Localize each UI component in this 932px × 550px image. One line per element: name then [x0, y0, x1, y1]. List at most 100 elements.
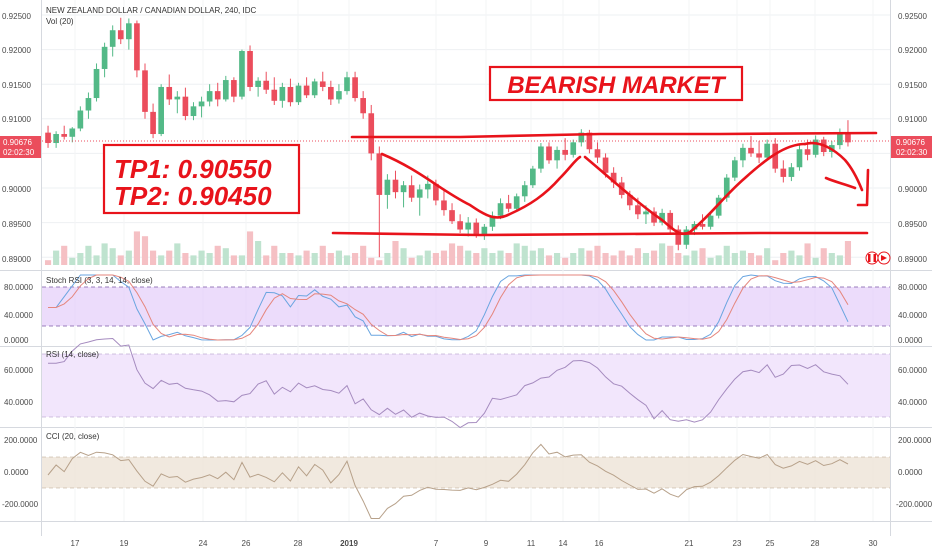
- volume-bar: [844, 241, 852, 265]
- price-axis-right: 0.92500 0.92000 0.91500 0.91000 0.90000 …: [898, 12, 927, 264]
- volume-bar: [295, 255, 302, 265]
- time-tick: 14: [559, 539, 568, 548]
- volume-bar: [707, 257, 714, 265]
- volume-bar: [287, 253, 294, 265]
- last-price-tag-left: 0.90676 02:02:30: [0, 136, 41, 158]
- candle-body: [166, 86, 173, 100]
- tp2-text: TP2: 0.90450: [114, 181, 272, 211]
- candle-body: [271, 89, 278, 101]
- time-tick: 23: [733, 539, 742, 548]
- volume-bar: [53, 250, 60, 265]
- price-tick: 0.89500: [2, 220, 31, 229]
- volume-bar: [715, 255, 722, 265]
- volume-bar: [335, 250, 342, 265]
- scroll-right-icon[interactable]: [877, 251, 891, 265]
- price-tick: 0.92500: [2, 12, 31, 21]
- candle-body: [368, 113, 375, 154]
- stoch-axis: 80.0000 40.0000 0.0000 80.0000 40.0000 0…: [4, 283, 927, 345]
- cci-tick: -200.0000: [896, 500, 932, 509]
- volume-bar: [804, 243, 811, 265]
- symbol-title: NEW ZEALAND DOLLAR / CANADIAN DOLLAR, 24…: [46, 6, 257, 15]
- candle-body: [804, 149, 811, 155]
- candle-body: [53, 134, 59, 144]
- price-tick: 0.89000: [2, 255, 31, 264]
- volume-bar: [255, 241, 262, 265]
- volume-bar: [416, 255, 423, 265]
- volume-bar: [650, 250, 658, 265]
- last-price-tag-right: 0.90676 02:02:30: [891, 136, 932, 158]
- volume-bar: [133, 231, 140, 265]
- candle-body: [311, 81, 318, 96]
- volume-bar: [642, 253, 650, 265]
- volume-bar: [246, 231, 254, 265]
- rsi-tick: 60.0000: [898, 366, 927, 375]
- volume-bar: [376, 260, 383, 265]
- candle-body: [279, 86, 286, 101]
- volume-bar: [788, 250, 795, 265]
- candle-body: [424, 183, 431, 190]
- volume-bar: [836, 255, 843, 265]
- candle-body: [117, 30, 124, 40]
- volume-bar: [465, 250, 472, 265]
- candle-body: [384, 179, 391, 195]
- candle-body: [497, 203, 504, 216]
- rsi-axis: 60.0000 40.0000 60.0000 40.0000: [4, 366, 927, 407]
- volume-bar: [675, 253, 682, 265]
- candle-body: [707, 215, 714, 227]
- price-tick: 0.91000: [2, 115, 31, 124]
- stoch-tick: 0.0000: [4, 336, 29, 345]
- candle-body: [85, 98, 92, 111]
- candle-body: [441, 200, 447, 211]
- volume-bar: [634, 248, 641, 265]
- rsi-tick: 60.0000: [4, 366, 33, 375]
- volume-bar: [271, 245, 278, 265]
- candle-body: [764, 143, 770, 158]
- resistance-line: [350, 131, 878, 139]
- volume-bar: [659, 243, 666, 265]
- volume-bar: [505, 253, 512, 265]
- candle-body: [247, 50, 253, 87]
- candle-body: [376, 153, 383, 195]
- candle-body: [214, 91, 221, 100]
- volume-bar: [691, 250, 698, 265]
- cci-axis: 200.0000 0.0000 -200.0000 200.0000 0.000…: [2, 436, 932, 509]
- volume-bar: [327, 253, 334, 265]
- candle-body: [570, 142, 577, 155]
- time-tick: 2019: [340, 539, 358, 548]
- stoch-band: [42, 287, 890, 326]
- canada-flag-icon[interactable]: [865, 251, 879, 265]
- time-tick: 17: [71, 539, 80, 548]
- candle-body: [756, 153, 762, 158]
- candle-body: [635, 205, 641, 215]
- volume-bar: [747, 253, 755, 265]
- volume-bar: [683, 255, 690, 265]
- candle-body: [732, 160, 738, 178]
- candle-body: [344, 77, 350, 92]
- volume-bar: [198, 250, 205, 265]
- candle-body: [158, 86, 164, 135]
- stoch-title: Stoch RSI (3, 3, 14, 14, close): [46, 276, 153, 285]
- volume-bar: [279, 253, 286, 265]
- cci-tick: 200.0000: [4, 436, 38, 445]
- countdown-value: 02:02:30: [3, 148, 35, 157]
- volume-bar: [238, 255, 246, 265]
- countdown-value: 02:02:30: [896, 148, 928, 157]
- volume-bar: [190, 255, 197, 265]
- candle-body: [352, 77, 358, 99]
- price-axis-left: 0.92500 0.92000 0.91500 0.91000 0.90000 …: [2, 12, 31, 264]
- left-u-curve: [380, 152, 582, 219]
- candle-body: [319, 81, 326, 87]
- panel-frames: [0, 0, 932, 536]
- candle-body: [392, 179, 399, 193]
- volume-bar: [424, 250, 431, 265]
- volume-bar: [440, 250, 448, 265]
- volume-bar: [400, 248, 407, 265]
- candle-body: [837, 132, 843, 146]
- candle-body: [473, 222, 480, 236]
- volume-bar: [481, 248, 488, 265]
- volume-bar: [230, 255, 237, 265]
- price-tick: 0.92000: [898, 46, 927, 55]
- time-tick: 11: [527, 539, 536, 548]
- candle-body: [400, 185, 407, 193]
